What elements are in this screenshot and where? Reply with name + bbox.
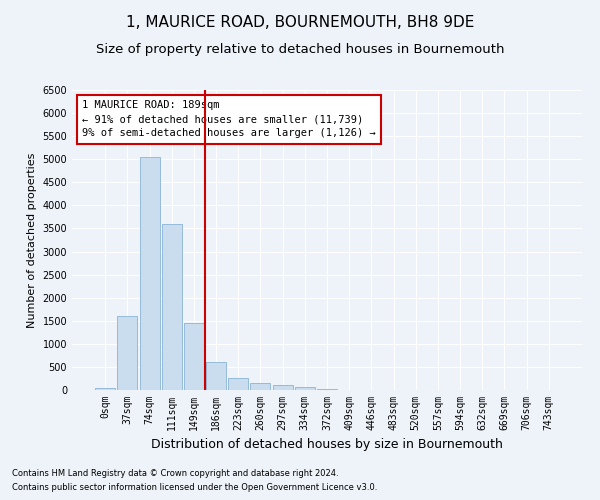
Bar xyxy=(250,383,271,390)
Bar xyxy=(140,157,160,390)
Bar xyxy=(118,316,137,390)
Text: 1, MAURICE ROAD, BOURNEMOUTH, BH8 9DE: 1, MAURICE ROAD, BOURNEMOUTH, BH8 9DE xyxy=(126,15,474,30)
Bar xyxy=(228,378,248,390)
Text: Size of property relative to detached houses in Bournemouth: Size of property relative to detached ho… xyxy=(96,42,504,56)
Bar xyxy=(95,388,115,390)
Bar xyxy=(184,323,204,390)
Bar xyxy=(206,362,226,390)
X-axis label: Distribution of detached houses by size in Bournemouth: Distribution of detached houses by size … xyxy=(151,438,503,452)
Text: Contains public sector information licensed under the Open Government Licence v3: Contains public sector information licen… xyxy=(12,484,377,492)
Bar xyxy=(317,388,337,390)
Text: Contains HM Land Registry data © Crown copyright and database right 2024.: Contains HM Land Registry data © Crown c… xyxy=(12,468,338,477)
Bar xyxy=(295,387,315,390)
Bar xyxy=(272,386,293,390)
Text: 1 MAURICE ROAD: 189sqm
← 91% of detached houses are smaller (11,739)
9% of semi-: 1 MAURICE ROAD: 189sqm ← 91% of detached… xyxy=(82,100,376,138)
Bar xyxy=(162,224,182,390)
Y-axis label: Number of detached properties: Number of detached properties xyxy=(27,152,37,328)
